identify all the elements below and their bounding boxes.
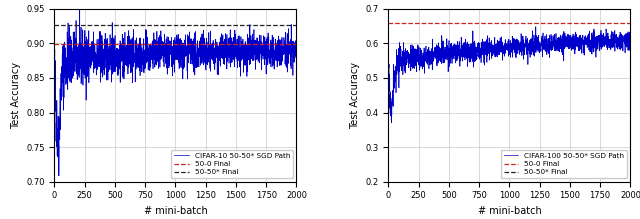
Y-axis label: Test Accuracy: Test Accuracy [350,62,360,129]
CIFAR-100 50-50* SGD Path [627,44,634,47]
CIFAR-10 50-50* SGD Path [55,175,63,177]
Line: CIFAR-100 50-50* SGD Path: CIFAR-100 50-50* SGD Path [388,27,630,123]
CIFAR-10 50-50* SGD Path [196,51,204,54]
CIFAR-10 50-50* SGD Path [250,40,258,43]
CIFAR-100 50-50* SGD Path [532,25,540,28]
50-0 Final [51,43,58,45]
CIFAR-100 50-50* SGD Path [385,52,392,55]
CIFAR-100 50-50* SGD Path [530,34,538,36]
CIFAR-100 50-50* SGD Path [388,122,396,124]
CIFAR-10 50-50* SGD Path [56,115,64,118]
CIFAR-100 50-50* SGD Path [406,65,414,68]
CIFAR-10 50-50* SGD Path [72,19,80,22]
Line: CIFAR-10 50-50* SGD Path: CIFAR-10 50-50* SGD Path [54,10,296,176]
50-0 Final [385,22,392,25]
CIFAR-100 50-50* SGD Path [390,78,398,80]
CIFAR-100 50-50* SGD Path [397,69,405,72]
50-50* Final [385,7,392,10]
50-50* Final [51,24,58,27]
CIFAR-10 50-50* SGD Path [141,61,148,63]
Legend: CIFAR-100 50-50* SGD Path, 50-0 Final, 50-50* Final: CIFAR-100 50-50* SGD Path, 50-0 Final, 5… [500,150,627,178]
X-axis label: # mini-batch: # mini-batch [143,206,207,216]
CIFAR-10 50-50* SGD Path [292,55,300,58]
X-axis label: # mini-batch: # mini-batch [477,206,541,216]
50-0 Final [51,43,58,45]
Y-axis label: Test Accuracy: Test Accuracy [11,62,20,129]
50-50* Final [385,7,392,10]
50-50* Final [51,24,58,27]
CIFAR-100 50-50* SGD Path [475,45,483,48]
CIFAR-10 50-50* SGD Path [51,42,58,45]
CIFAR-100 50-50* SGD Path [584,44,591,47]
CIFAR-10 50-50* SGD Path [64,60,72,63]
Legend: CIFAR-10 50-50* SGD Path, 50-0 Final, 50-50* Final: CIFAR-10 50-50* SGD Path, 50-0 Final, 50… [172,150,293,178]
CIFAR-10 50-50* SGD Path [76,9,84,11]
50-0 Final [385,22,392,25]
